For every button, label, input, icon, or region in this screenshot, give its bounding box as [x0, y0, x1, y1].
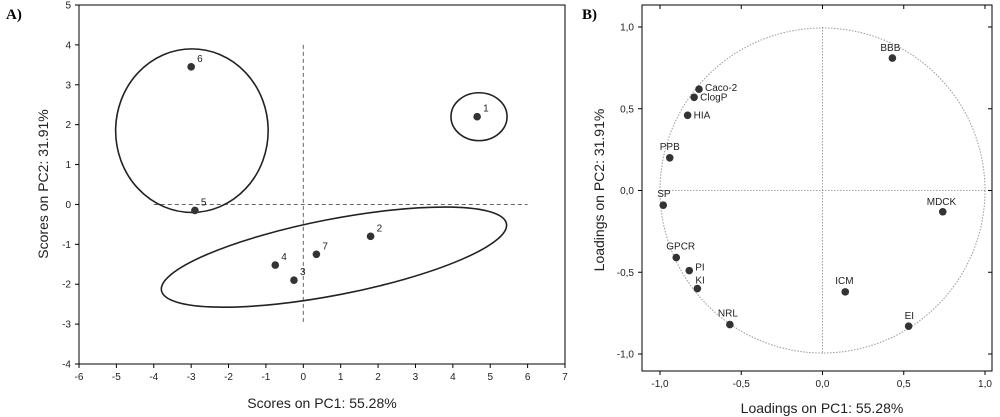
x-tick-label: 1 — [338, 372, 344, 383]
x-tick-label: 4 — [450, 372, 456, 383]
panel-b-x-axis-title: Loadings on PC1: 55.28% — [741, 400, 904, 416]
panel-a-y-axis-title: Scores on PC2: 31.91% — [35, 109, 51, 258]
loading-point-label: BBB — [880, 43, 900, 54]
x-tick-label: -3 — [187, 372, 196, 383]
y-tick-label: 3 — [65, 80, 71, 91]
panel-a-label: A) — [6, 7, 22, 23]
loading-point-clogp — [690, 93, 698, 102]
x-tick-label: -0,5 — [733, 379, 751, 390]
cluster-ellipse — [450, 91, 508, 142]
score-point-label: 3 — [300, 267, 306, 278]
score-point-label: 5 — [201, 197, 207, 208]
panel-a-points: 1 2 3 4 5 6 7 — [187, 54, 489, 285]
y-tick-label: 1,0 — [620, 23, 634, 34]
y-tick-label: -1 — [62, 240, 71, 251]
panel-b-label: B) — [582, 7, 597, 23]
x-tick-label: 3 — [413, 372, 419, 383]
loading-point-gpcr — [672, 253, 681, 262]
loading-point-sp — [659, 201, 668, 210]
loading-point-ei — [904, 322, 913, 331]
loading-point-ppb — [665, 154, 674, 162]
y-tick-label: 0 — [65, 200, 71, 211]
panel-a-x-axis-title: Scores on PC1: 55.28% — [247, 395, 396, 411]
score-point-label: 4 — [281, 252, 287, 263]
y-tick-label: 0,0 — [620, 186, 634, 197]
x-tick-label: 5 — [487, 372, 493, 383]
x-tick-label: 2 — [375, 372, 381, 383]
loading-point-pi — [685, 266, 694, 275]
y-tick-label: -3 — [62, 320, 71, 331]
loading-point-label: ICM — [835, 276, 853, 287]
x-tick-label: -4 — [149, 372, 158, 383]
loading-point-mdck — [938, 207, 947, 216]
x-tick-label: 0 — [301, 372, 307, 383]
panel-a-chart: -6 -5 -4 -3 -2 -1 0 1 2 3 4 5 6 7 -4 -3 -2 -1 0 1 2 3 4 5 1 2 3 4 5… — [62, 1, 568, 384]
score-point-3 — [290, 276, 298, 285]
x-tick-label: -2 — [224, 372, 233, 383]
score-point-2 — [366, 232, 375, 241]
score-point-1 — [473, 112, 481, 121]
panel-a-frame — [78, 4, 566, 365]
y-tick-label: 1 — [65, 160, 71, 171]
y-tick-label: -0,5 — [617, 268, 635, 279]
y-tick-label: -4 — [62, 360, 71, 371]
x-tick-label: 0,0 — [816, 379, 830, 390]
x-tick-label: -1 — [261, 372, 270, 383]
loading-point-label: KI — [695, 276, 704, 287]
y-tick-label: -1,0 — [617, 350, 635, 361]
panel-b-frame — [641, 4, 993, 372]
score-point-label: 6 — [197, 54, 203, 65]
loading-point-bbb — [888, 54, 897, 62]
panel-b-y-axis-title: Loadings on PC2: 31.91% — [591, 109, 607, 272]
x-tick-label: -5 — [112, 372, 121, 383]
score-point-7 — [312, 250, 321, 259]
panel-a-reference-lines — [153, 44, 528, 325]
y-tick-label: 5 — [65, 1, 71, 12]
y-tick-label: 4 — [65, 40, 71, 51]
x-tick-label: -6 — [75, 372, 84, 383]
x-tick-label: -1,0 — [651, 379, 669, 390]
loading-point-label: EI — [905, 311, 914, 322]
score-point-4 — [271, 261, 280, 269]
score-point-5 — [191, 206, 199, 215]
y-tick-label: 0,5 — [620, 104, 634, 115]
loading-point-label: MDCK — [927, 197, 957, 208]
loading-point-label: NRL — [718, 309, 738, 320]
panel-b-reference-lines — [659, 27, 986, 354]
loading-point-caco-2 — [695, 85, 703, 93]
loading-point-label: Caco-2 — [705, 83, 738, 94]
loading-point-label: SP — [657, 189, 671, 200]
panel-a-clusters — [114, 48, 508, 308]
loading-point-nrl — [726, 320, 734, 329]
score-point-label: 7 — [322, 241, 328, 252]
loading-point-icm — [841, 288, 850, 296]
panel-a-ticks: -6 -5 -4 -3 -2 -1 0 1 2 3 4 5 6 7 -4 -3 -2 -1 0 1 2 3 4 5 — [62, 1, 568, 384]
loading-point-label: PI — [695, 263, 704, 274]
cluster-ellipse — [160, 206, 508, 308]
x-tick-label: 6 — [525, 372, 531, 383]
loading-point-hia — [683, 111, 692, 120]
score-point-6 — [187, 63, 195, 71]
score-point-label: 2 — [377, 223, 383, 234]
score-point-label: 1 — [483, 104, 489, 115]
loading-point-label: ClogP — [700, 92, 728, 103]
loading-point-ki — [693, 284, 702, 293]
y-tick-label: 2 — [65, 120, 71, 131]
panel-b-ticks: -1,0 -0,5 0,0 0,5 1,0 -1,0 -0,5 0,0 0,5 1,0 — [617, 5, 992, 390]
x-tick-label: 0,5 — [897, 379, 911, 390]
loading-point-label: PPB — [660, 142, 680, 153]
loading-point-label: GPCR — [666, 242, 695, 253]
y-tick-label: -2 — [62, 280, 71, 291]
panel-b-chart: -1,0 -0,5 0,0 0,5 1,0 -1,0 -0,5 0,0 0,5 1,0 BBB Ca… — [617, 4, 993, 390]
x-tick-label: 7 — [562, 372, 568, 383]
x-tick-label: 1,0 — [978, 379, 992, 390]
loading-point-label: HIA — [694, 110, 711, 121]
cluster-ellipse — [114, 48, 269, 214]
